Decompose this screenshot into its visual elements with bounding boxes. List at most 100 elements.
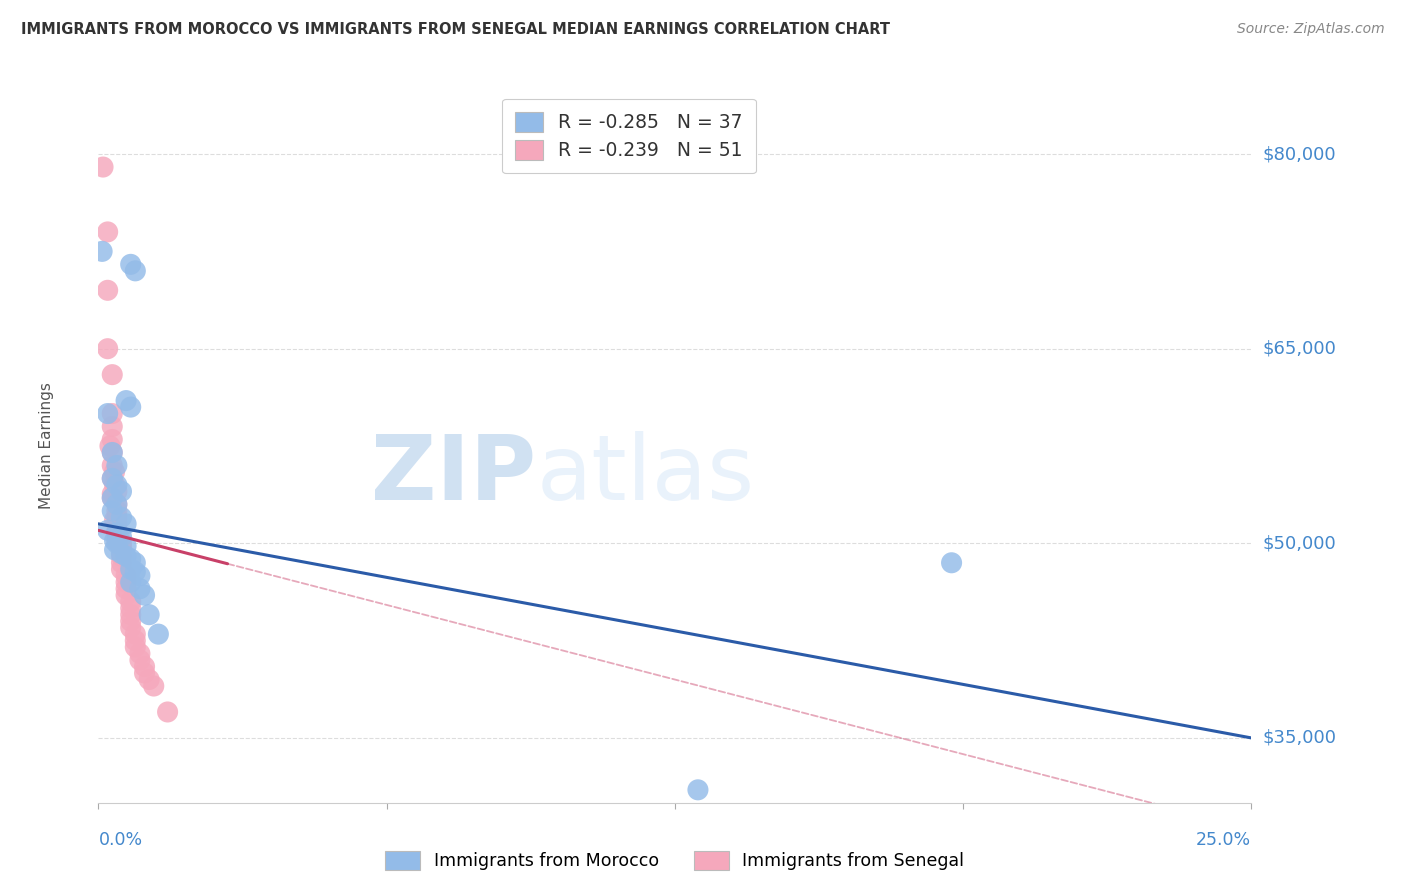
Point [148,627,170,641]
Point [110,510,132,524]
Text: $65,000: $65,000 [1263,340,1337,358]
Point [101,368,124,382]
Point [129,568,152,582]
Point [124,556,146,570]
Point [115,393,138,408]
Point [124,633,146,648]
Legend: Immigrants from Morocco, Immigrants from Senegal: Immigrants from Morocco, Immigrants from… [377,842,973,879]
Point [686,782,709,797]
Point [156,705,179,719]
Point [110,539,132,553]
Point [129,647,152,661]
Point [115,575,138,590]
Point [124,264,146,278]
Point [941,556,963,570]
Text: $35,000: $35,000 [1263,729,1337,747]
Point [101,433,124,447]
Point [115,549,138,564]
Point [124,627,146,641]
Point [97,225,120,239]
Text: atlas: atlas [537,431,755,518]
Point [105,478,128,492]
Point [105,525,128,540]
Point [105,510,128,524]
Point [101,487,124,501]
Point [103,542,125,557]
Point [105,504,128,518]
Point [101,419,124,434]
Text: 0.0%: 0.0% [98,831,142,849]
Point [129,653,152,667]
Point [115,516,138,531]
Point [110,562,132,576]
Point [105,536,128,550]
Point [115,588,138,602]
Point [134,666,156,681]
Point [101,445,124,459]
Point [105,458,128,473]
Point [97,342,120,356]
Text: IMMIGRANTS FROM MOROCCO VS IMMIGRANTS FROM SENEGAL MEDIAN EARNINGS CORRELATION C: IMMIGRANTS FROM MOROCCO VS IMMIGRANTS FR… [21,22,890,37]
Point [105,516,128,531]
Point [98,439,121,453]
Point [134,659,156,673]
Point [103,478,125,492]
Point [134,588,156,602]
Point [120,575,142,590]
Point [138,607,160,622]
Point [110,542,132,557]
Point [120,614,142,628]
Point [103,513,125,527]
Point [103,465,125,479]
Point [110,530,132,544]
Point [110,536,132,550]
Point [120,601,142,615]
Point [101,445,124,459]
Point [110,549,132,564]
Point [120,607,142,622]
Point [101,458,124,473]
Text: Median Earnings: Median Earnings [39,383,53,509]
Point [110,484,132,499]
Point [142,679,165,693]
Text: 25.0%: 25.0% [1197,831,1251,849]
Point [101,491,124,505]
Point [110,547,132,561]
Point [115,539,138,553]
Point [105,533,128,548]
Point [103,533,125,548]
Point [105,525,128,540]
Point [124,640,146,654]
Point [129,582,152,596]
Legend: R = -0.285   N = 37, R = -0.239   N = 51: R = -0.285 N = 37, R = -0.239 N = 51 [502,99,755,173]
Point [97,283,120,297]
Point [101,471,124,485]
Text: ZIP: ZIP [371,431,537,518]
Point [110,556,132,570]
Point [91,160,114,174]
Point [120,621,142,635]
Point [120,552,142,566]
Point [97,407,120,421]
Point [91,244,114,259]
Point [120,400,142,414]
Point [105,524,128,538]
Point [115,568,138,582]
Point [124,565,146,579]
Point [105,484,128,499]
Point [105,497,128,511]
Point [108,530,131,544]
Point [120,562,142,576]
Point [97,524,120,538]
Point [120,257,142,271]
Point [101,407,124,421]
Point [120,595,142,609]
Point [138,673,160,687]
Text: $80,000: $80,000 [1263,145,1337,163]
Text: Source: ZipAtlas.com: Source: ZipAtlas.com [1237,22,1385,37]
Point [101,504,124,518]
Point [101,491,124,505]
Point [101,471,124,485]
Text: $50,000: $50,000 [1263,534,1337,552]
Point [115,582,138,596]
